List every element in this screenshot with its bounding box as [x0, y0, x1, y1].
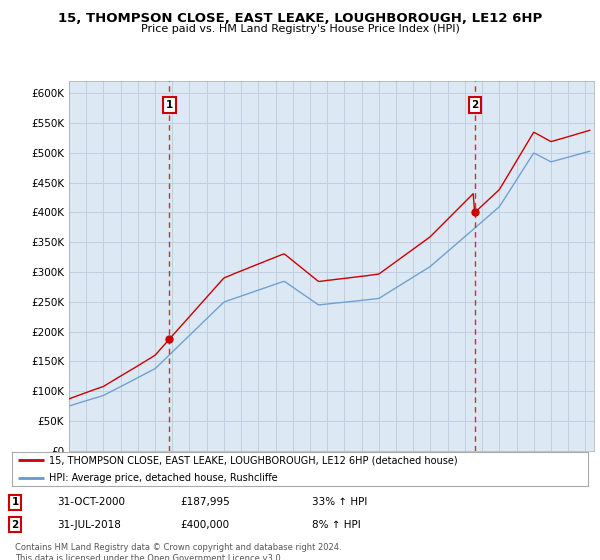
- Text: 15, THOMPSON CLOSE, EAST LEAKE, LOUGHBOROUGH, LE12 6HP (detached house): 15, THOMPSON CLOSE, EAST LEAKE, LOUGHBOR…: [49, 455, 458, 465]
- Text: HPI: Average price, detached house, Rushcliffe: HPI: Average price, detached house, Rush…: [49, 473, 278, 483]
- Text: 33% ↑ HPI: 33% ↑ HPI: [312, 497, 367, 507]
- Text: 2: 2: [11, 520, 19, 530]
- Text: 2: 2: [471, 100, 479, 110]
- Text: Contains HM Land Registry data © Crown copyright and database right 2024.
This d: Contains HM Land Registry data © Crown c…: [15, 543, 341, 560]
- Text: £400,000: £400,000: [180, 520, 229, 530]
- Text: 8% ↑ HPI: 8% ↑ HPI: [312, 520, 361, 530]
- Text: 1: 1: [11, 497, 19, 507]
- Text: 31-JUL-2018: 31-JUL-2018: [57, 520, 121, 530]
- Text: Price paid vs. HM Land Registry's House Price Index (HPI): Price paid vs. HM Land Registry's House …: [140, 24, 460, 34]
- Text: 15, THOMPSON CLOSE, EAST LEAKE, LOUGHBOROUGH, LE12 6HP: 15, THOMPSON CLOSE, EAST LEAKE, LOUGHBOR…: [58, 12, 542, 25]
- Text: £187,995: £187,995: [180, 497, 230, 507]
- Text: 31-OCT-2000: 31-OCT-2000: [57, 497, 125, 507]
- Text: 1: 1: [166, 100, 173, 110]
